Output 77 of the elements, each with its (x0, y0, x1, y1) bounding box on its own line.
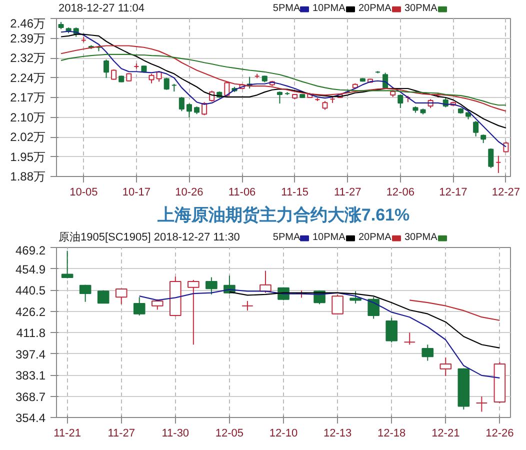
x-tick-label: 10-05 (70, 186, 98, 198)
candlestick (276, 91, 282, 104)
y-tick-label: 469.2 (15, 244, 46, 258)
candlestick (368, 296, 380, 320)
y-tick-label: 2.46万 (10, 16, 46, 30)
y-tick-label: 426.2 (15, 304, 46, 319)
candlestick (186, 102, 192, 118)
y-tick-label: 383.1 (15, 368, 46, 382)
candlestick (496, 155, 502, 174)
candlestick (206, 276, 218, 295)
x-tick-label: 10-17 (122, 186, 151, 198)
x-tick-label: 12-18 (378, 428, 406, 440)
y-tick-label: 2.17万 (10, 90, 46, 104)
y-tick-label: 368.7 (15, 390, 46, 404)
legend-label: 20PMA (358, 232, 392, 243)
x-tick-label: 11-15 (281, 186, 308, 198)
candlestick (386, 317, 398, 343)
candlestick (398, 94, 404, 109)
x-tick-label: 12-17 (439, 186, 468, 198)
y-tick-label: 397.4 (15, 347, 46, 362)
x-tick-label: 12-13 (323, 428, 352, 440)
candlestick (133, 296, 146, 316)
x-tick-label: 11-30 (162, 428, 190, 440)
candlestick (61, 250, 74, 279)
x-tick-label: 10-26 (175, 186, 204, 198)
legend-label: 30PMA (404, 232, 438, 243)
x-tick-label: 12-06 (386, 186, 414, 198)
legend-label: 5PMA (272, 3, 300, 14)
candlestick (224, 81, 230, 98)
line-series (409, 300, 500, 321)
candlestick (473, 120, 479, 137)
candlestick (148, 73, 154, 84)
x-tick-label: 11-06 (228, 186, 256, 198)
x-tick-label: 12-10 (269, 428, 298, 440)
y-tick-label: 454.9 (15, 262, 46, 276)
candlestick (440, 357, 452, 377)
y-tick-label: 2.24万 (10, 70, 46, 85)
y-tick-label: 440.5 (15, 284, 46, 298)
candlestick (404, 332, 416, 346)
y-tick-label: 1.88万 (10, 170, 46, 184)
x-tick-label: 12-27 (492, 186, 520, 198)
x-tick-label: 11-21 (54, 428, 81, 440)
candlestick (97, 290, 110, 304)
legend-label: 5PMA (272, 232, 300, 243)
candlestick (422, 344, 434, 362)
legend-label: 10PMA (312, 232, 346, 243)
x-tick-label: 11-27 (108, 428, 136, 440)
x-tick-label: 12-21 (432, 428, 460, 440)
legend-label: 20PMA (358, 3, 392, 14)
candlestick (476, 396, 488, 412)
candlestick (332, 294, 344, 315)
y-tick-label: 2.02万 (10, 130, 46, 144)
line-series (60, 54, 507, 106)
candlestick (242, 300, 254, 312)
legend-label: 10PMA (312, 3, 346, 14)
y-tick-label: 354.4 (15, 411, 46, 425)
candlestick (111, 68, 117, 80)
y-tick-label: 1.95万 (10, 150, 46, 164)
x-tick-label: 12-26 (486, 428, 514, 440)
candlestick (104, 59, 110, 78)
y-tick-label: 2.32万 (10, 51, 46, 65)
candlestick (202, 102, 208, 116)
chart-subtitle: 2018-12-27 11:04 (58, 2, 145, 14)
candlestick (115, 288, 128, 305)
x-tick-label: 11-27 (334, 186, 362, 198)
chart-title: 上海原油期货主力合约大涨7.61% (156, 206, 410, 224)
y-tick-label: 2.10万 (10, 110, 46, 124)
candlestick (488, 148, 494, 169)
y-tick-label: 2.39万 (10, 31, 46, 46)
y-tick-label: 411.8 (16, 326, 46, 340)
x-tick-label: 12-05 (215, 428, 244, 440)
candlestick (178, 96, 184, 112)
chart-subtitle: 原油1905[SC1905] 2018-12-27 11:30 (58, 230, 240, 244)
candlestick (188, 279, 200, 346)
candlestick (79, 284, 92, 302)
line-series (60, 45, 507, 112)
legend-label: 30PMA (404, 3, 438, 14)
